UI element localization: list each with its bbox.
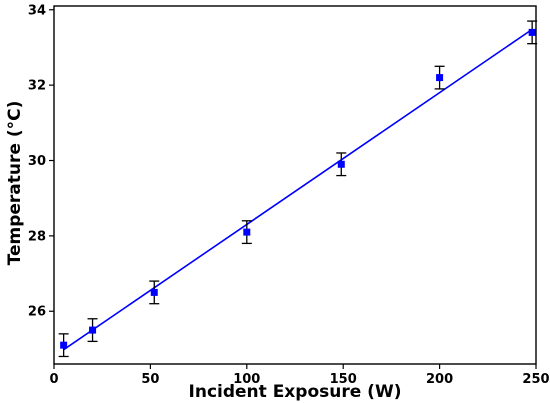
data-point-marker — [528, 28, 536, 36]
data-point-marker — [436, 74, 444, 82]
data-point-marker — [150, 288, 158, 296]
x-tick-label: 0 — [49, 372, 58, 387]
y-tick-label: 28 — [28, 229, 46, 244]
axes-frame — [53, 5, 537, 365]
x-tick-label: 100 — [233, 372, 260, 387]
x-tick-label: 250 — [522, 372, 549, 387]
fit-line — [63, 28, 533, 351]
data-point-marker — [60, 341, 68, 349]
ticks-layer: 0 50 100 150 200 250 26 28 30 32 34 — [28, 3, 550, 387]
data-point-marker — [89, 326, 97, 334]
fit-line-layer — [63, 28, 533, 351]
data-point-marker — [337, 160, 345, 168]
y-tick-label: 34 — [28, 3, 46, 18]
axes-layer — [53, 5, 537, 365]
x-tick-label: 150 — [330, 372, 357, 387]
x-axis-title: Incident Exposure (W) — [189, 382, 402, 402]
x-tick-label: 50 — [141, 372, 159, 387]
marker-layer — [60, 28, 536, 349]
y-tick-label: 26 — [28, 305, 46, 320]
x-tick-label: 200 — [426, 372, 453, 387]
y-tick-label: 32 — [28, 79, 46, 94]
y-tick-label: 30 — [28, 154, 46, 169]
y-axis-title: Temperature (°C) — [5, 101, 25, 266]
data-point-marker — [243, 228, 251, 236]
